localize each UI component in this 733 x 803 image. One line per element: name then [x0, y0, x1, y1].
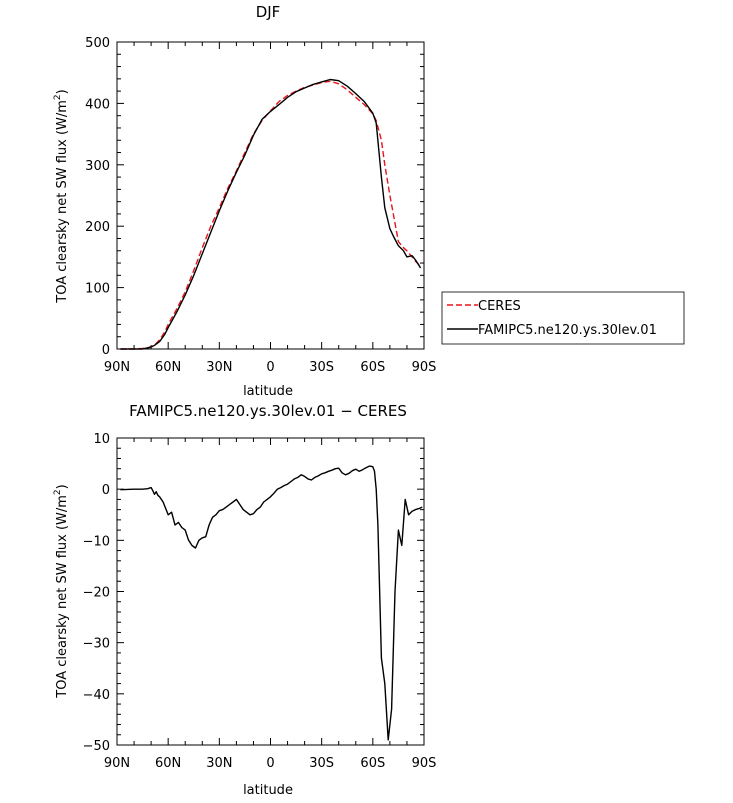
bottom-ytick-label: −20 [83, 586, 110, 601]
bottom-series-line-0 [120, 465, 423, 741]
bottom-ytick-label: 10 [93, 432, 110, 447]
top-ytick-label: 200 [85, 220, 110, 235]
top-xtick-label: 30N [206, 360, 232, 375]
top-xtick-label: 90S [412, 360, 437, 375]
top-ytick-label: 300 [85, 159, 110, 174]
top-panel-ylabel: TOA clearsky net SW flux (W/m2) [53, 89, 70, 303]
bottom-panel-ticks: 90N 60N 30N 0 30S 60S 90S −50 −40 −30 −20 −10 0 10 [83, 432, 437, 771]
bottom-panel-series [120, 465, 423, 741]
top-panel-title: DJF [256, 3, 281, 21]
bottom-xtick-label: 30N [206, 756, 232, 771]
legend-label-ceres: CERES [478, 299, 521, 314]
bottom-ytick-label: 0 [102, 483, 110, 498]
bottom-ytick-label: −10 [83, 534, 110, 549]
bottom-xtick-label: 90S [412, 756, 437, 771]
top-xtick-label: 60S [360, 360, 385, 375]
top-xtick-label: 60N [155, 360, 181, 375]
bottom-xtick-label: 60S [360, 756, 385, 771]
top-xtick-label: 30S [309, 360, 334, 375]
bottom-ytick-label: −50 [83, 739, 110, 754]
top-series-line-1 [120, 78, 422, 350]
bottom-ytick-label: −30 [83, 637, 110, 652]
legend-label-model: FAMIPC5.ne120.ys.30lev.01 [478, 323, 657, 338]
top-panel-series [120, 78, 422, 350]
bottom-panel-xlabel: latitude [243, 783, 293, 798]
bottom-xtick-label: 90N [104, 756, 130, 771]
top-panel-xlabel: latitude [243, 384, 293, 399]
bottom-panel: FAMIPC5.ne120.ys.30lev.01 − CERES latitu… [53, 402, 436, 798]
top-ytick-label: 500 [85, 36, 110, 51]
bottom-panel-frame [116, 437, 425, 746]
bottom-panel-title: FAMIPC5.ne120.ys.30lev.01 − CERES [129, 402, 407, 420]
bottom-xtick-label: 0 [266, 756, 274, 771]
bottom-ytick-label: −40 [83, 688, 110, 703]
bottom-xtick-label: 30S [309, 756, 334, 771]
top-panel-ticks: 90N 60N 30N 0 30S 60S 90S 0 100 200 300 400 500 [85, 36, 436, 375]
top-ytick-label: 400 [85, 97, 110, 112]
top-ytick-label: 0 [102, 343, 110, 358]
top-panel: DJF latitude TOA clearsky net SW flux (W… [53, 3, 436, 399]
top-series-line-0 [120, 80, 422, 350]
top-xtick-label: 90N [104, 360, 130, 375]
top-xtick-label: 0 [266, 360, 274, 375]
legend-box [441, 291, 685, 345]
legend: CERES FAMIPC5.ne120.ys.30lev.01 [441, 291, 685, 345]
top-ytick-label: 100 [85, 282, 110, 297]
top-panel-frame [116, 41, 425, 350]
bottom-panel-ylabel: TOA clearsky net SW flux (W/m2) [53, 484, 70, 698]
bottom-xtick-label: 60N [155, 756, 181, 771]
